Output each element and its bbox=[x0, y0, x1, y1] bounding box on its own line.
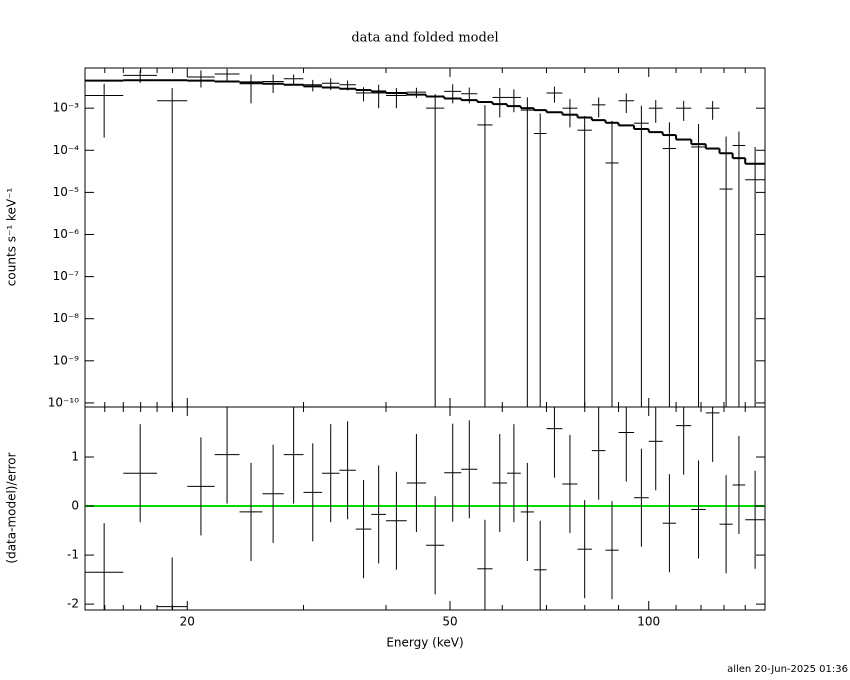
y-tick-label: 10⁻⁵ bbox=[53, 185, 80, 199]
chart-title: data and folded model bbox=[351, 31, 498, 46]
x-tick-label: 100 bbox=[637, 615, 660, 629]
y-axis-label: (data-model)/error bbox=[5, 452, 19, 563]
x-tick-label: 50 bbox=[442, 615, 457, 629]
plot-area bbox=[85, 68, 765, 407]
plot-area bbox=[85, 407, 765, 610]
y-tick-label: 10⁻³ bbox=[53, 101, 80, 115]
y-tick-label: 10⁻⁴ bbox=[53, 143, 80, 157]
y-tick-label: 10⁻¹⁰ bbox=[48, 395, 79, 409]
y-tick-label: -2 bbox=[67, 597, 79, 611]
x-axis-label: Energy (keV) bbox=[386, 636, 463, 650]
plot-frame bbox=[84, 406, 766, 611]
y-tick-label: 10⁻⁷ bbox=[53, 269, 80, 283]
y-tick-label: 10⁻⁶ bbox=[53, 227, 80, 241]
plot-frame bbox=[84, 67, 766, 408]
y-tick-label: 10⁻⁹ bbox=[53, 353, 80, 367]
x-tick-label: 20 bbox=[180, 615, 195, 629]
y-axis-label: counts s⁻¹ keV⁻¹ bbox=[5, 188, 19, 287]
y-tick-label: -1 bbox=[67, 548, 79, 562]
y-tick-label: 1 bbox=[71, 450, 79, 464]
y-tick-label: 10⁻⁸ bbox=[53, 311, 80, 325]
footer: allen 20-Jun-2025 01:36 bbox=[727, 664, 848, 675]
y-tick-label: 0 bbox=[71, 499, 79, 513]
